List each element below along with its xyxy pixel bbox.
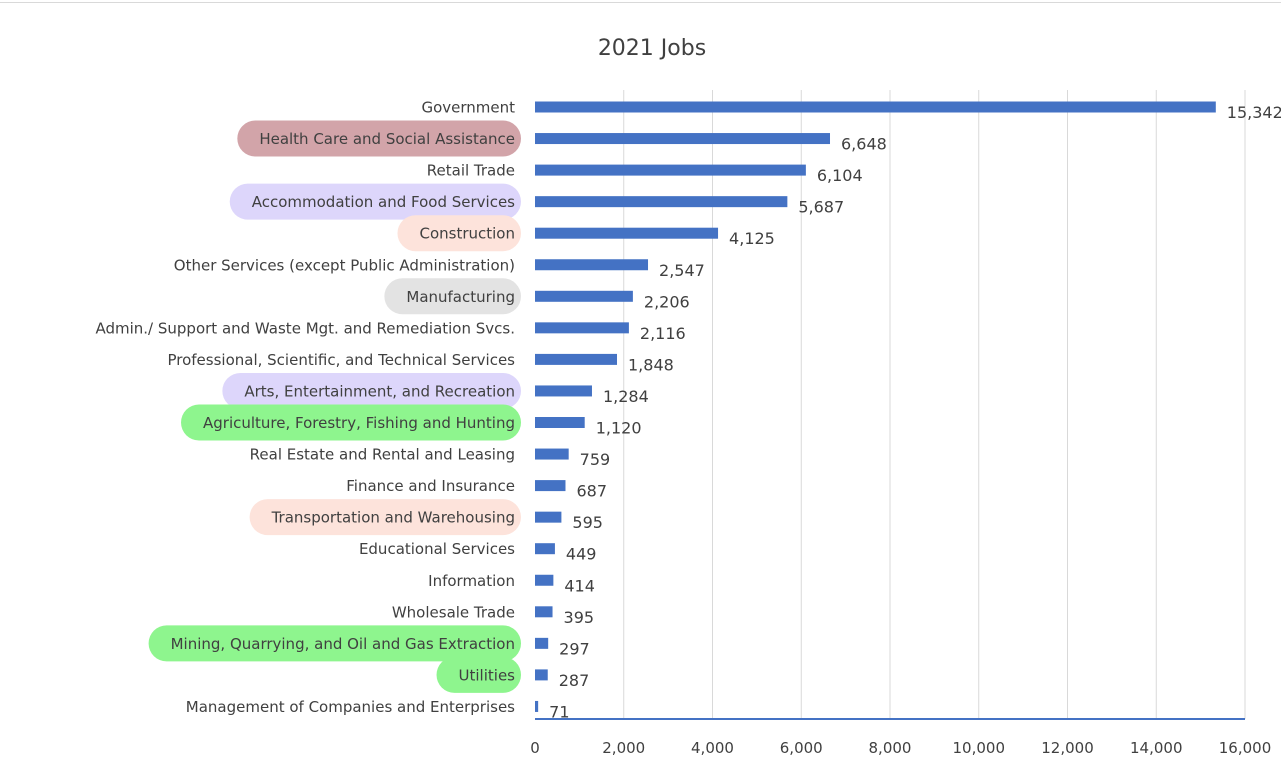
category-label: Mining, Quarrying, and Oil and Gas Extra… [171,635,515,653]
chart-title: 2021 Jobs [598,36,706,61]
data-labels: 15,342 6,648 6,104 5,687 4,125 2,547 2,206 2,11… [549,103,1281,721]
category-highlight [229,183,521,220]
category-label: Retail Trade [427,162,515,180]
category-highlight [249,499,521,536]
category-label: Arts, Entertainment, and Recreation [244,382,515,400]
category-label: Information [428,572,515,590]
data-label: 759 [580,450,611,469]
data-label: 449 [566,545,597,564]
x-axis-tick-labels: 0 2,000 4,000 6,000 8,000 10,000 12,000 14,000 1… [530,739,1271,757]
bar [535,606,553,618]
category-label: Admin./ Support and Waste Mgt. and Remed… [95,319,515,337]
category-labels: Government Health Care and Social Assista… [95,99,515,716]
bar [535,543,555,555]
data-label: 4,125 [729,229,775,248]
category-label: Accommodation and Food Services [252,193,515,211]
category-label: Educational Services [359,540,515,558]
data-label: 15,342 [1227,103,1281,122]
data-label: 2,206 [644,292,690,311]
category-label: Real Estate and Rental and Leasing [250,446,515,464]
category-label: Government [421,99,515,117]
bar [535,480,566,492]
data-label: 6,648 [841,135,887,154]
category-highlight [237,120,521,157]
bar [535,637,549,649]
x-tick-label: 4,000 [691,739,734,757]
data-label: 287 [559,671,590,690]
bar [535,164,806,176]
x-tick-label: 0 [530,739,540,757]
bar [535,417,585,428]
x-tick-label: 8,000 [869,739,912,757]
bar [535,385,592,397]
category-highlight [222,372,521,409]
category-label: Construction [419,225,515,243]
category-label: Health Care and Social Assistance [259,130,515,148]
category-highlight [148,625,521,662]
bar [535,448,569,460]
x-tick-label: 14,000 [1130,739,1183,757]
bar [535,101,1216,113]
data-label: 2,116 [640,324,686,343]
bar [535,290,633,302]
gridlines [623,90,1246,719]
category-label: Professional, Scientific, and Technical … [167,351,515,369]
category-label: Wholesale Trade [392,603,515,621]
category-highlight [181,404,521,441]
x-tick-label: 16,000 [1219,739,1272,757]
data-label: 1,284 [603,387,649,406]
bar [535,669,548,681]
data-label: 6,104 [817,166,863,185]
category-label: Agriculture, Forestry, Fishing and Hunti… [203,414,515,432]
category-highlight [436,656,521,693]
x-tick-label: 12,000 [1041,739,1094,757]
category-highlight [384,278,521,315]
x-tick-label: 2,000 [602,739,645,757]
bar [535,259,649,271]
data-label: 5,687 [798,198,844,217]
data-label: 414 [564,576,595,595]
category-label: Management of Companies and Enterprises [186,698,515,716]
bar [535,353,618,365]
data-label: 1,848 [628,355,674,374]
bar [535,196,788,208]
bar [535,227,719,239]
data-label: 2,547 [659,261,705,280]
bar [535,322,629,334]
data-label: 687 [576,482,607,501]
bar [535,700,539,712]
category-label: Transportation and Warehousing [271,509,515,527]
x-tick-label: 10,000 [953,739,1006,757]
category-highlights [148,120,521,693]
data-label: 395 [564,608,595,627]
category-label: Utilities [459,666,516,684]
data-label: 1,120 [596,419,642,438]
data-label: 297 [559,639,590,658]
bar [535,133,831,145]
category-label: Other Services (except Public Administra… [174,256,515,274]
category-highlight [397,215,521,252]
data-label: 71 [549,702,569,721]
bar [535,511,562,523]
category-label: Manufacturing [406,288,515,306]
category-label: Finance and Insurance [346,477,515,495]
bars [535,101,1216,712]
x-tick-label: 6,000 [780,739,823,757]
bar [535,574,554,586]
data-label: 595 [572,513,603,532]
